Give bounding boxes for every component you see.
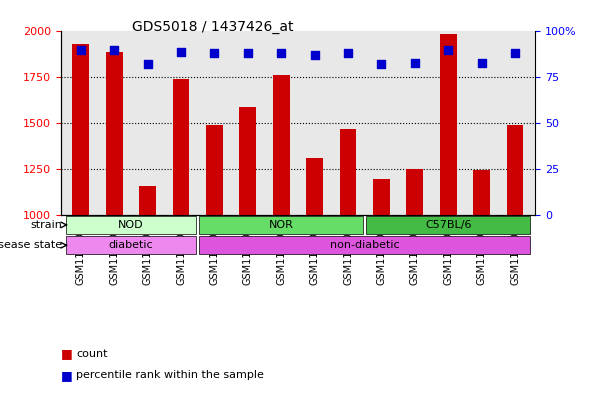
Text: ■: ■ xyxy=(61,347,72,360)
Point xyxy=(510,50,520,57)
Text: GDS5018 / 1437426_at: GDS5018 / 1437426_at xyxy=(132,20,294,34)
FancyBboxPatch shape xyxy=(199,236,530,254)
Text: disease state: disease state xyxy=(0,240,63,250)
Point xyxy=(443,47,453,53)
Point xyxy=(76,47,86,53)
Point xyxy=(477,59,486,66)
Text: NOR: NOR xyxy=(269,220,294,230)
Bar xyxy=(340,130,356,215)
Bar xyxy=(440,34,457,215)
Text: ■: ■ xyxy=(61,369,72,382)
FancyBboxPatch shape xyxy=(66,216,196,234)
Text: NOD: NOD xyxy=(118,220,143,230)
Text: C57BL/6: C57BL/6 xyxy=(425,220,471,230)
Text: count: count xyxy=(76,349,108,359)
Text: percentile rank within the sample: percentile rank within the sample xyxy=(76,370,264,380)
FancyBboxPatch shape xyxy=(367,216,530,234)
FancyBboxPatch shape xyxy=(66,236,196,254)
Bar xyxy=(506,125,523,215)
Bar xyxy=(373,179,390,215)
Bar xyxy=(306,158,323,215)
Point xyxy=(176,48,186,55)
Bar xyxy=(240,107,256,215)
Text: strain: strain xyxy=(30,220,63,230)
Text: non-diabetic: non-diabetic xyxy=(330,240,399,250)
Bar xyxy=(139,186,156,215)
Point xyxy=(210,50,219,57)
Bar xyxy=(206,125,223,215)
Text: diabetic: diabetic xyxy=(109,240,153,250)
Point xyxy=(277,50,286,57)
Bar xyxy=(407,169,423,215)
Bar xyxy=(473,170,490,215)
Bar xyxy=(106,51,123,215)
Point xyxy=(309,52,319,59)
Point xyxy=(343,50,353,57)
Bar xyxy=(273,75,289,215)
Point xyxy=(376,61,386,68)
Point xyxy=(143,61,153,68)
Bar xyxy=(72,44,89,215)
Point xyxy=(243,50,253,57)
FancyBboxPatch shape xyxy=(199,216,363,234)
Bar xyxy=(173,79,189,215)
Point xyxy=(109,47,119,53)
Point xyxy=(410,59,420,66)
